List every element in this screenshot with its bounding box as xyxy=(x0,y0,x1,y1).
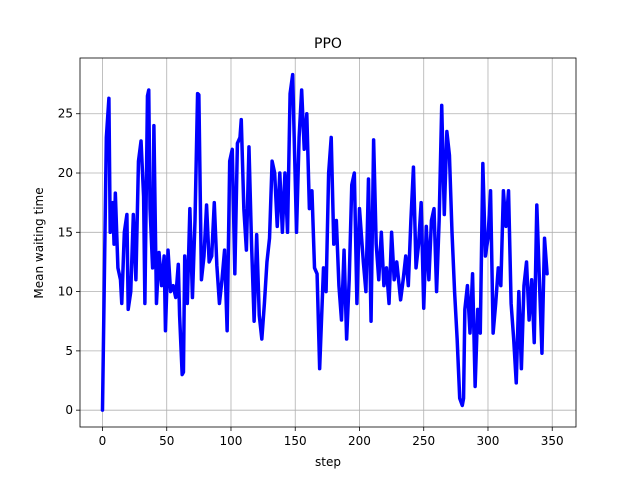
x-tick-label: 100 xyxy=(220,434,243,448)
y-tick-label: 5 xyxy=(65,344,73,358)
x-tick-label: 350 xyxy=(541,434,564,448)
ticks: 0 50 100 150 200 250 300 350 0 5 10 15 20 25 xyxy=(58,107,564,448)
y-tick-label: 10 xyxy=(58,285,73,299)
x-tick-label: 50 xyxy=(159,434,174,448)
y-tick-label: 20 xyxy=(58,166,73,180)
y-axis-label: Mean waiting time xyxy=(32,187,46,298)
y-tick-label: 25 xyxy=(58,107,73,121)
plot xyxy=(100,72,549,412)
x-tick-label: 250 xyxy=(412,434,435,448)
y-tick-label: 0 xyxy=(65,403,73,417)
x-tick-label: 150 xyxy=(284,434,307,448)
x-tick-label: 200 xyxy=(348,434,371,448)
axes-frame xyxy=(79,57,577,428)
line-series xyxy=(100,72,549,412)
x-axis-label: step xyxy=(315,455,341,469)
chart-title: PPO xyxy=(314,36,342,52)
y-tick-label: 15 xyxy=(58,225,73,239)
x-tick-label: 300 xyxy=(477,434,500,448)
x-tick-label: 0 xyxy=(99,434,107,448)
